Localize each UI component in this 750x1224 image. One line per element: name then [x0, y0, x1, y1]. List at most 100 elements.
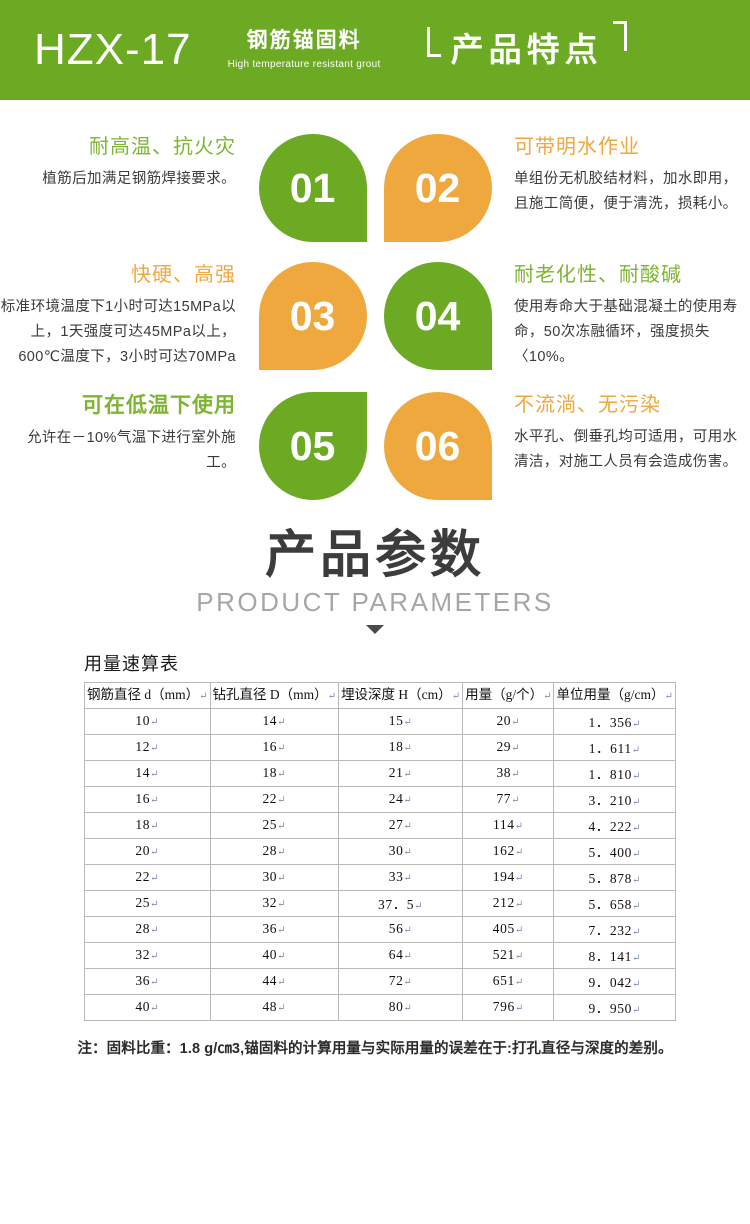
feature-body-05: 允许在－10%气温下进行室外施工。 [26, 430, 236, 472]
pilcrow-mark-icon: ↵ [150, 847, 160, 859]
table-cell-r7-c3: 33↵ [338, 863, 464, 891]
table-column-header-5: 单位用量（g/cm）↵ [553, 681, 676, 709]
pilcrow-mark-icon: ↵ [514, 1003, 524, 1015]
feature-body-01: 植筋后加满足钢筋焊接要求。 [42, 171, 236, 187]
table-row: 36↵ 44↵ 72↵ 651↵ 9．042↵ [84, 967, 676, 995]
table-cell-r11-c1: 36↵ [84, 967, 211, 995]
feature-text-06: 不流淌、无污染 水平孔、倒垂孔均可适用，可用水清洁，对施工人员有会造成伤害。 [500, 392, 750, 475]
table-cell-r8-c1: 25↵ [84, 889, 211, 917]
table-cell-r3-c2: 18↵ [209, 759, 340, 787]
table-cell-r12-c5: 9．950↵ [553, 993, 676, 1021]
pilcrow-mark-icon: ↵ [631, 875, 641, 887]
features-section: 耐高温、抗火灾 植筋后加满足钢筋焊接要求。 01 02 可带明水作业 单组份无机… [0, 100, 750, 500]
pilcrow-mark-icon: ↵ [403, 925, 413, 937]
feature-text-03: 快硬、高强 标准环境温度下1小时可达15MPa以上，1天强度可达45MPa以上，… [0, 262, 250, 370]
feature-badge-col-06: 06 [375, 392, 500, 500]
table-cell-r10-c5: 8．141↵ [553, 941, 676, 969]
table-cell-r5-c3: 27↵ [338, 811, 464, 839]
table-cell-r11-c3: 72↵ [338, 967, 464, 995]
product-name-cn: 钢筋锚固料 [246, 29, 362, 53]
pilcrow-mark-icon: ↵ [514, 899, 524, 911]
pilcrow-mark-icon: ↵ [664, 690, 673, 702]
pilcrow-mark-icon: ↵ [150, 1003, 160, 1015]
table-cell-r12-c4: 796↵ [462, 993, 555, 1021]
table-cell-r12-c1: 40↵ [84, 993, 211, 1021]
table-footnote: 注：固料比重：1.8 g/㎝3,锚固料的计算用量与实际用量的误差在于:打孔直径与… [77, 1040, 673, 1057]
table-cell-r10-c1: 32↵ [84, 941, 211, 969]
table-caption: 用量速算表 [84, 653, 179, 674]
feature-body-04: 使用寿命大于基础混凝土的使用寿命，50次冻融循环，强度损失〈10%。 [514, 299, 738, 365]
pilcrow-mark-icon: ↵ [403, 873, 413, 885]
feature-text-02: 可带明水作业 单组份无机胶结材料，加水即用，且施工简便，便于清洗，损耗小。 [500, 134, 750, 217]
pilcrow-mark-icon: ↵ [631, 901, 641, 913]
pilcrow-mark-icon: ↵ [277, 717, 287, 729]
feature-text-04: 耐老化性、耐酸碱 使用寿命大于基础混凝土的使用寿命，50次冻融循环，强度损失〈1… [500, 262, 750, 370]
feature-title-01: 耐高温、抗火灾 [89, 136, 236, 158]
feature-body-06: 水平孔、倒垂孔均可适用，可用水清洁，对施工人员有会造成伤害。 [514, 429, 738, 470]
table-cell-r2-c3: 18↵ [338, 733, 464, 761]
feature-text-05: 可在低温下使用 允许在－10%气温下进行室外施工。 [0, 392, 250, 476]
table-row: 18↵ 25↵ 27↵ 114↵ 4．222↵ [84, 811, 676, 839]
parameters-table-section: 用量速算表 钢筋直径 d（mm）↵ 钻孔直径 D（mm）↵ 埋设深度 H（cm）↵ 用… [0, 650, 750, 1021]
pilcrow-mark-icon: ↵ [514, 951, 524, 963]
table-cell-r3-c5: 1．810↵ [553, 759, 676, 787]
table-cell-r11-c5: 9．042↵ [553, 967, 676, 995]
table-column-header-3: 埋设深度 H（cm）↵ [338, 681, 464, 709]
table-cell-r9-c1: 28↵ [84, 915, 211, 943]
table-cell-r12-c2: 48↵ [209, 993, 340, 1021]
pilcrow-mark-icon: ↵ [514, 977, 524, 989]
table-cell-r4-c5: 3．210↵ [553, 785, 676, 813]
table-cell-r9-c5: 7．232↵ [553, 915, 676, 943]
feature-body-02: 单组份无机胶结材料，加水即用，且施工简便，便于清洗，损耗小。 [514, 171, 738, 212]
table-head: 钢筋直径 d（mm）↵ 钻孔直径 D（mm）↵ 埋设深度 H（cm）↵ 用量（g/个）… [84, 681, 676, 709]
table-cell-r7-c1: 22↵ [84, 863, 211, 891]
pilcrow-mark-icon: ↵ [277, 873, 287, 885]
pilcrow-mark-icon: ↵ [150, 743, 160, 755]
table-cell-r6-c5: 5．400↵ [553, 837, 676, 865]
pilcrow-mark-icon: ↵ [403, 821, 413, 833]
down-triangle-icon [366, 624, 384, 634]
pilcrow-mark-icon: ↵ [403, 717, 413, 729]
pilcrow-mark-icon: ↵ [631, 953, 641, 965]
parameters-title-cn: 产品参数 [264, 526, 485, 583]
table-cell-r3-c1: 14↵ [84, 759, 211, 787]
feature-badge-col-05: 05 [250, 392, 375, 500]
table-cell-r6-c4: 162↵ [462, 837, 555, 865]
table-row: 20↵ 28↵ 30↵ 162↵ 5．400↵ [84, 837, 676, 865]
pilcrow-mark-icon: ↵ [511, 717, 521, 729]
table-cell-r4-c2: 22↵ [209, 785, 340, 813]
pilcrow-mark-icon: ↵ [150, 821, 160, 833]
feature-title-02: 可带明水作业 [514, 136, 640, 158]
page-header: HZX-17 钢筋锚固料 High temperature resistant … [0, 0, 750, 100]
pilcrow-mark-icon: ↵ [631, 745, 641, 757]
pilcrow-mark-icon: ↵ [631, 1005, 641, 1017]
product-name-en: High temperature resistant grout [227, 59, 381, 71]
bracket-corner-left-icon [426, 27, 441, 58]
table-row: 28↵ 36↵ 56↵ 405↵ 7．232↵ [84, 915, 676, 943]
pilcrow-mark-icon: ↵ [327, 690, 337, 702]
table-cell-r2-c2: 16↵ [209, 733, 340, 761]
table-row: 12↵ 16↵ 18↵ 29↵ 1．611↵ [84, 733, 676, 761]
parameters-heading: 产品参数 PRODUCT PARAMETERS [0, 526, 750, 634]
pilcrow-mark-icon: ↵ [514, 847, 524, 859]
pilcrow-mark-icon: ↵ [403, 951, 413, 963]
pilcrow-mark-icon: ↵ [414, 901, 424, 913]
table-row: 22↵ 30↵ 33↵ 194↵ 5．878↵ [84, 863, 676, 891]
table-column-header-1: 钢筋直径 d（mm）↵ [84, 681, 211, 709]
table-cell-r8-c5: 5．658↵ [553, 889, 676, 917]
table-cell-r8-c3: 37．5↵ [338, 889, 464, 917]
table-cell-r1-c2: 14↵ [209, 707, 340, 735]
table-row: 32↵ 40↵ 64↵ 521↵ 8．141↵ [84, 941, 676, 969]
pilcrow-mark-icon: ↵ [150, 717, 160, 729]
pilcrow-mark-icon: ↵ [277, 925, 287, 937]
pilcrow-mark-icon: ↵ [150, 873, 160, 885]
pilcrow-mark-icon: ↵ [199, 690, 208, 702]
feature-title-05: 可在低温下使用 [82, 394, 236, 417]
pilcrow-mark-icon: ↵ [631, 849, 641, 861]
pilcrow-mark-icon: ↵ [514, 821, 524, 833]
table-row: 10↵ 14↵ 15↵ 20↵ 1．356↵ [84, 707, 676, 735]
pilcrow-mark-icon: ↵ [403, 977, 413, 989]
parameters-table: 钢筋直径 d（mm）↵ 钻孔直径 D（mm）↵ 埋设深度 H（cm）↵ 用量（g/个）… [84, 681, 676, 1021]
table-cell-r9-c4: 405↵ [462, 915, 555, 943]
table-cell-r8-c2: 32↵ [209, 889, 340, 917]
